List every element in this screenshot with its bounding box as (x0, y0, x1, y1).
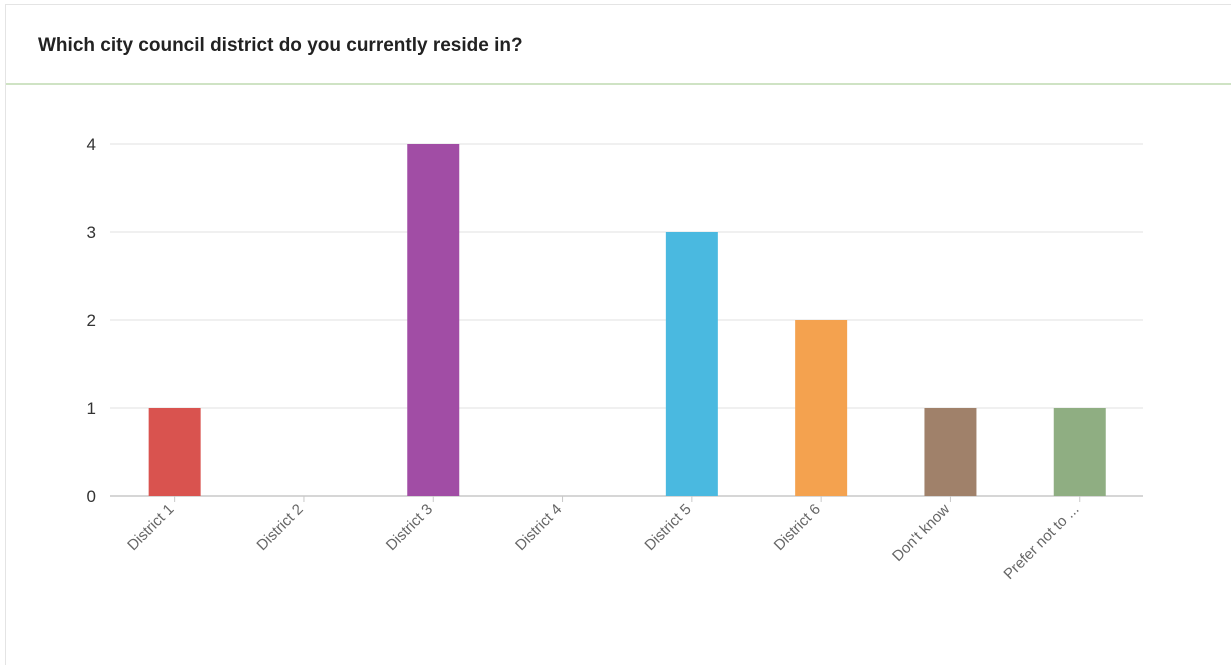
x-tick-label: District 4 (512, 501, 565, 554)
x-tick-label: Don't know (889, 501, 953, 565)
y-tick-label: 1 (87, 399, 96, 418)
x-tick-label: District 1 (124, 501, 177, 554)
x-tick-label: District 6 (771, 501, 824, 554)
bar (148, 408, 201, 496)
y-tick-label: 0 (87, 487, 96, 506)
panel-header: Which city council district do you curre… (6, 5, 1231, 85)
y-tick-label: 4 (87, 135, 96, 154)
bar (1053, 408, 1106, 496)
y-tick-label: 3 (87, 223, 96, 242)
chart-panel: Which city council district do you curre… (5, 4, 1231, 665)
bar (795, 320, 848, 496)
y-tick-label: 2 (87, 311, 96, 330)
x-tick-label: Prefer not to ... (1000, 501, 1082, 583)
bar (407, 144, 460, 496)
chart-title: Which city council district do you curre… (38, 35, 523, 56)
x-tick-label: District 5 (641, 501, 694, 554)
x-tick-label: District 2 (254, 501, 307, 554)
bar (665, 232, 718, 496)
bar (924, 408, 977, 496)
x-tick-label: District 3 (383, 501, 436, 554)
